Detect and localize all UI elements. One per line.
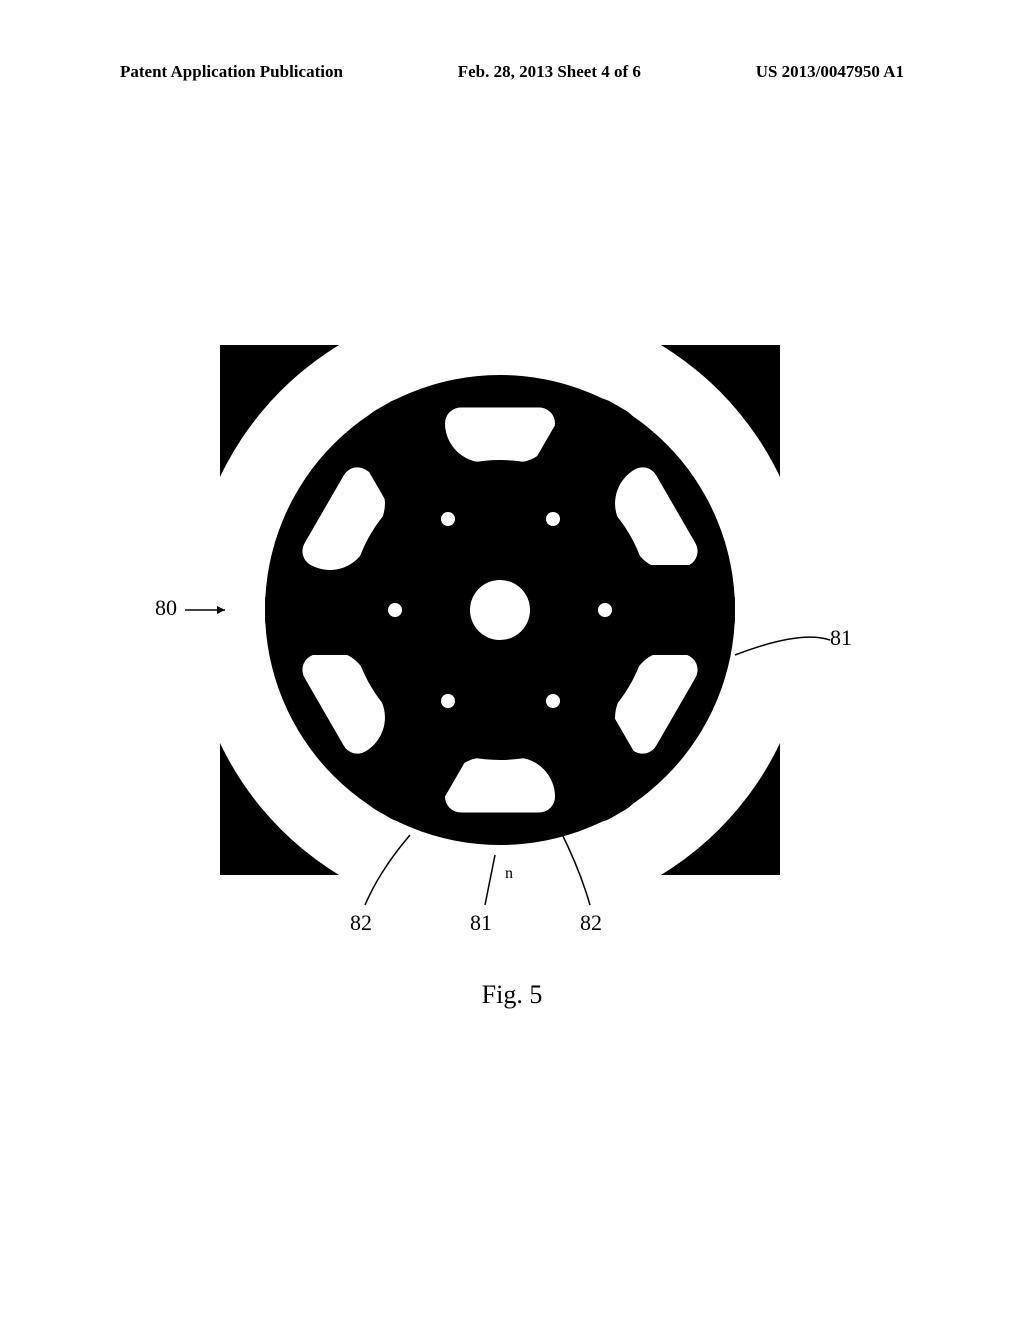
bolt-hole-dot: [441, 512, 455, 526]
bolt-hole-dot: [388, 603, 402, 617]
figure-5-container: [220, 345, 800, 915]
header-date-sheet: Feb. 28, 2013 Sheet 4 of 6: [458, 62, 641, 82]
bolt-hole-dot: [546, 512, 560, 526]
header-publication: Patent Application Publication: [120, 62, 343, 82]
figure-caption: Fig. 5: [0, 980, 1024, 1010]
bolt-hole-dot: [441, 694, 455, 708]
ref-label-81-right: 81: [830, 625, 852, 651]
ref-label-n: n: [505, 865, 513, 883]
header-patent-number: US 2013/0047950 A1: [756, 62, 904, 82]
ref-label-82-left: 82: [350, 910, 372, 936]
center-hole: [470, 580, 530, 640]
figure-frame: [220, 345, 780, 875]
ref-label-80: 80: [155, 595, 177, 621]
bolt-hole-dot: [598, 603, 612, 617]
ref-label-81-center: 81: [470, 910, 492, 936]
bolt-hole-dot: [546, 694, 560, 708]
ref-label-82-right: 82: [580, 910, 602, 936]
